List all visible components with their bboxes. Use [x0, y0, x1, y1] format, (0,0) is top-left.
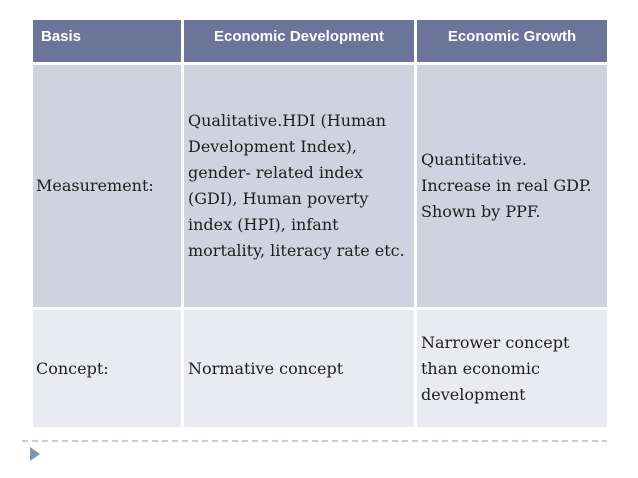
cell-text-measurement-development: Qualitative.HDI (Human Development Index… [188, 111, 405, 260]
header-cell-economic-growth: Economic Growth [417, 20, 607, 62]
footer-dashed-divider [22, 440, 607, 442]
header-cell-basis: Basis [33, 20, 181, 62]
cell-text-concept-growth: Narrower concept than economic developme… [421, 332, 570, 404]
cell-concept-growth: Narrower concept than economic developme… [417, 310, 607, 427]
cell-text-concept-development: Normative concept [188, 358, 344, 378]
header-label-basis: Basis [41, 28, 82, 45]
cell-concept-development: Normative concept [184, 310, 414, 427]
header-label-economic-development: Economic Development [213, 28, 385, 45]
cell-concept-basis: Concept: [33, 310, 181, 427]
cell-text-concept-basis: Concept: [36, 358, 109, 378]
cell-measurement-development: Qualitative.HDI (Human Development Index… [184, 65, 414, 307]
cell-measurement-growth: Quantitative. Increase in real GDP. Show… [417, 65, 607, 307]
header-cell-economic-development: Economic Development [184, 20, 414, 62]
comparison-table: Basis Economic Development Economic Grow… [33, 20, 607, 427]
header-label-economic-growth: Economic Growth [447, 28, 577, 45]
cell-measurement-basis: Measurement: [33, 65, 181, 307]
cell-text-measurement-basis: Measurement: [36, 176, 154, 195]
cell-text-measurement-growth: Quantitative. Increase in real GDP. Show… [421, 150, 592, 221]
play-arrow-icon [30, 447, 40, 461]
